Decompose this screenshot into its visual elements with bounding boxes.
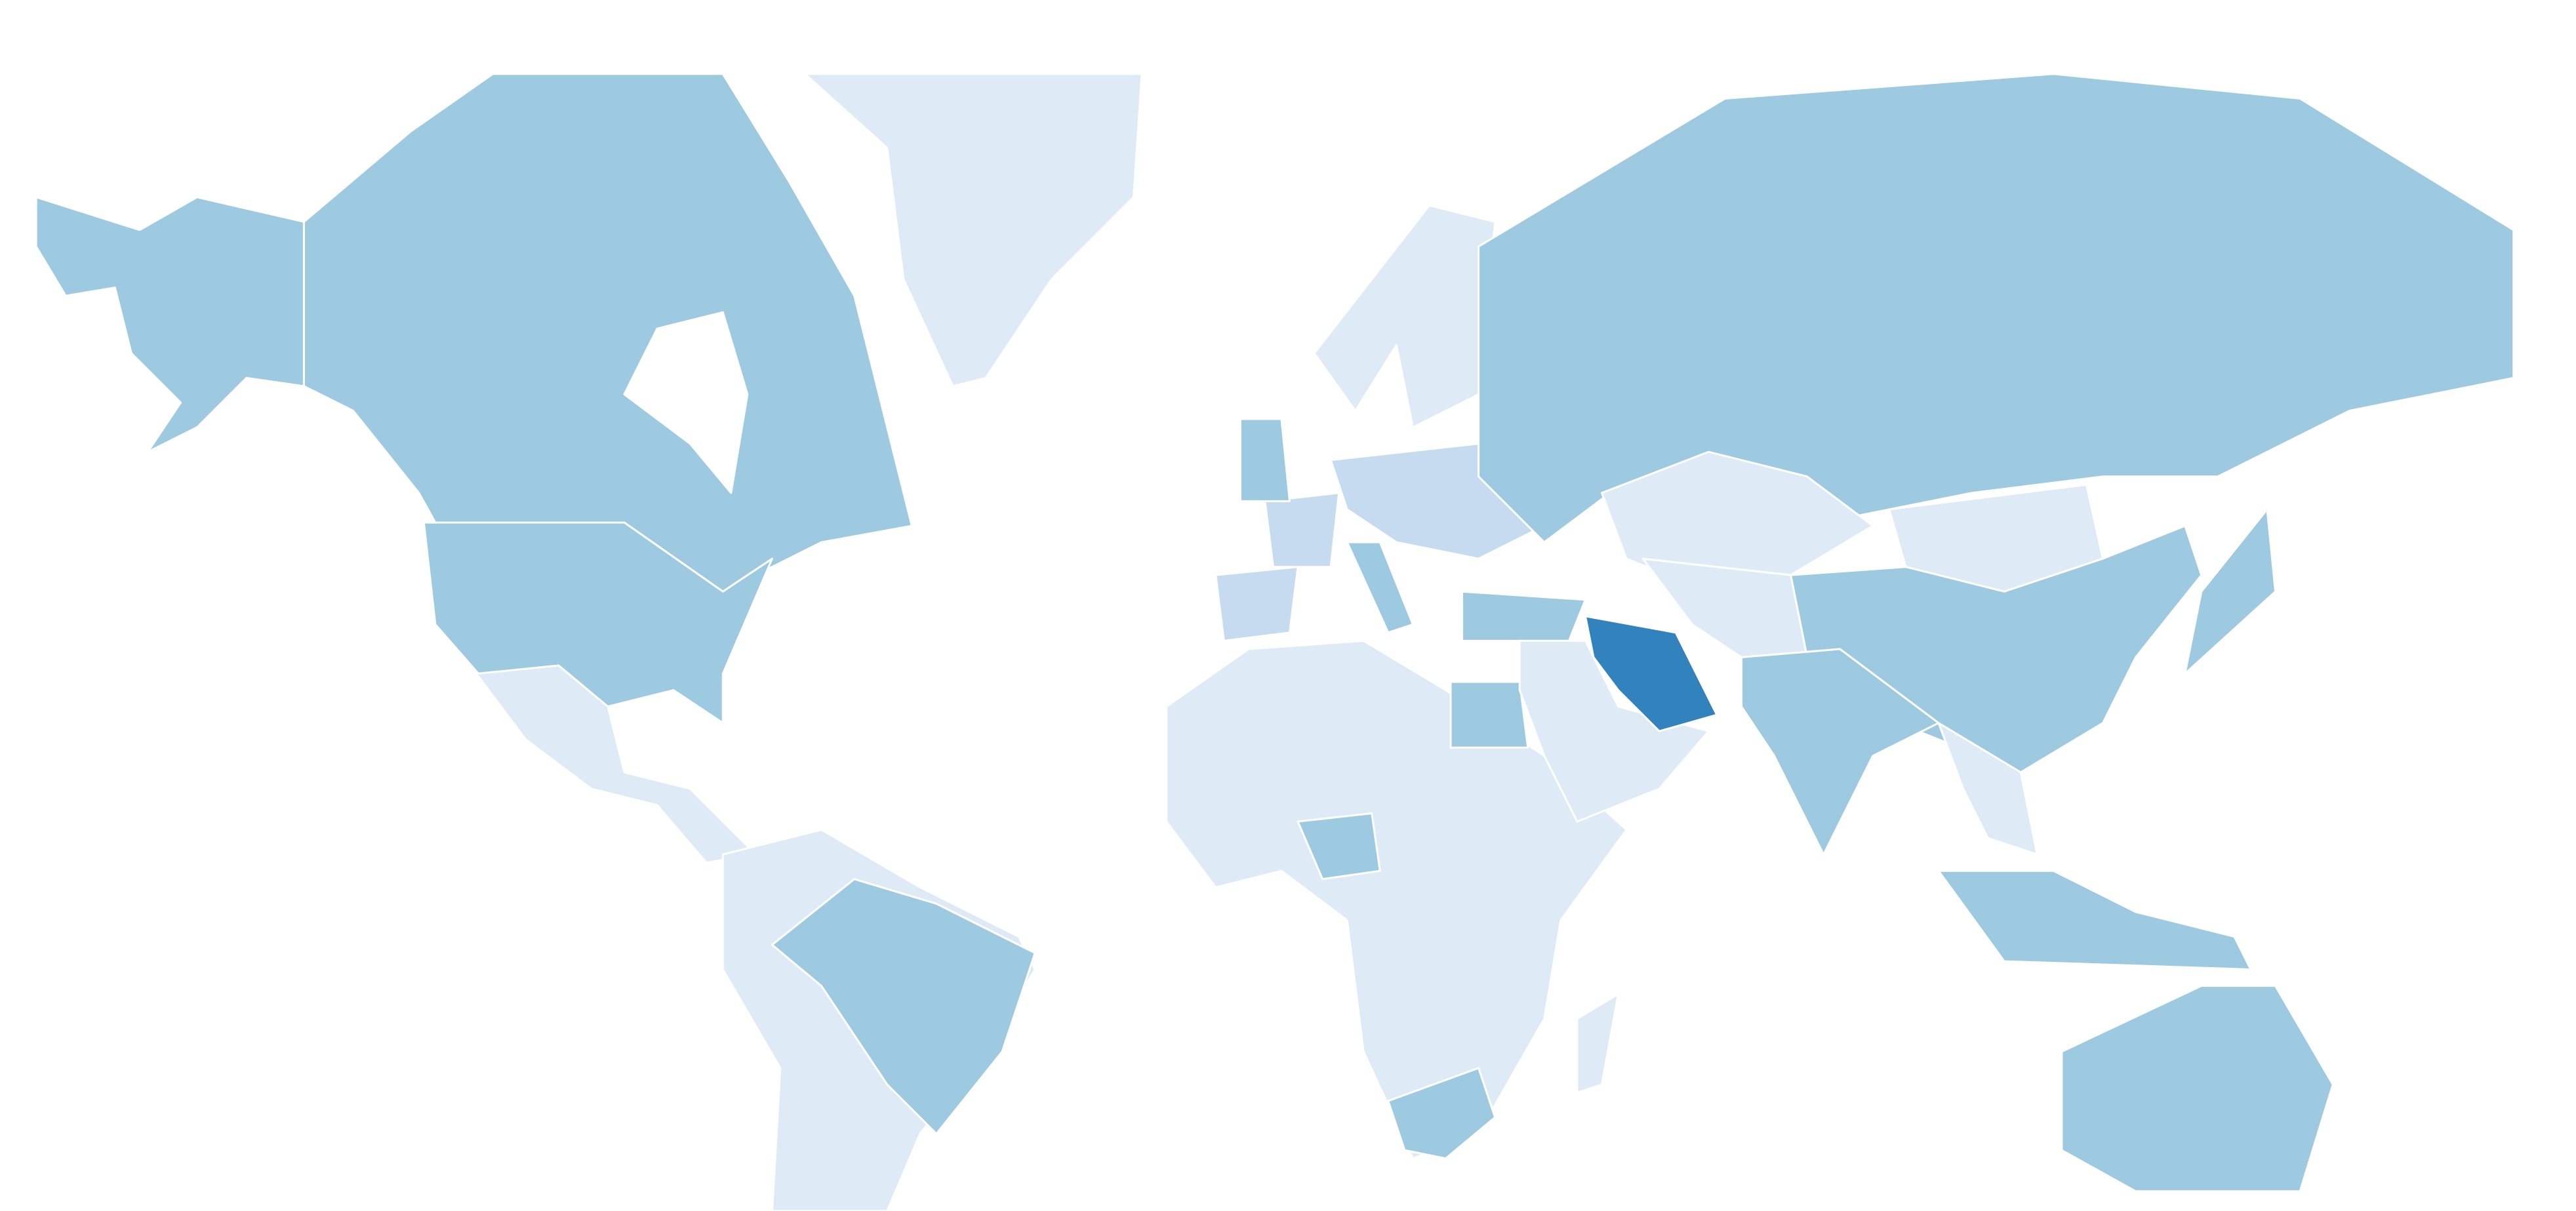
region-madagascar[interactable]	[1576, 993, 1620, 1094]
region-russia[interactable]	[1478, 73, 2515, 544]
region-scandinavia[interactable]	[1313, 204, 1497, 429]
region-spain[interactable]	[1215, 566, 1299, 642]
region-greenland[interactable]	[803, 73, 1143, 387]
region-united-kingdom[interactable]	[1239, 418, 1291, 502]
region-egypt[interactable]	[1449, 681, 1529, 749]
region-brazil[interactable]	[771, 878, 1036, 1135]
region-southeast-asia[interactable]	[1937, 722, 2038, 856]
region-kazakhstan[interactable]	[1600, 450, 1874, 593]
region-indonesia[interactable]	[1937, 869, 2252, 971]
region-middle-east[interactable]	[1518, 639, 1710, 823]
region-australia[interactable]	[2061, 985, 2334, 1193]
region-france[interactable]	[1264, 492, 1340, 568]
region-alaska[interactable]	[35, 196, 305, 453]
region-canada[interactable]	[302, 73, 913, 593]
region-turkey[interactable]	[1461, 590, 1586, 642]
region-south-africa[interactable]	[1387, 1067, 1497, 1160]
region-india[interactable]	[1740, 648, 1940, 856]
region-nigeria[interactable]	[1297, 812, 1381, 881]
region-italy[interactable]	[1346, 541, 1414, 634]
region-japan[interactable]	[2184, 508, 2277, 675]
region-iran[interactable]	[1584, 615, 1718, 732]
region-africa[interactable]	[1165, 639, 1628, 1160]
